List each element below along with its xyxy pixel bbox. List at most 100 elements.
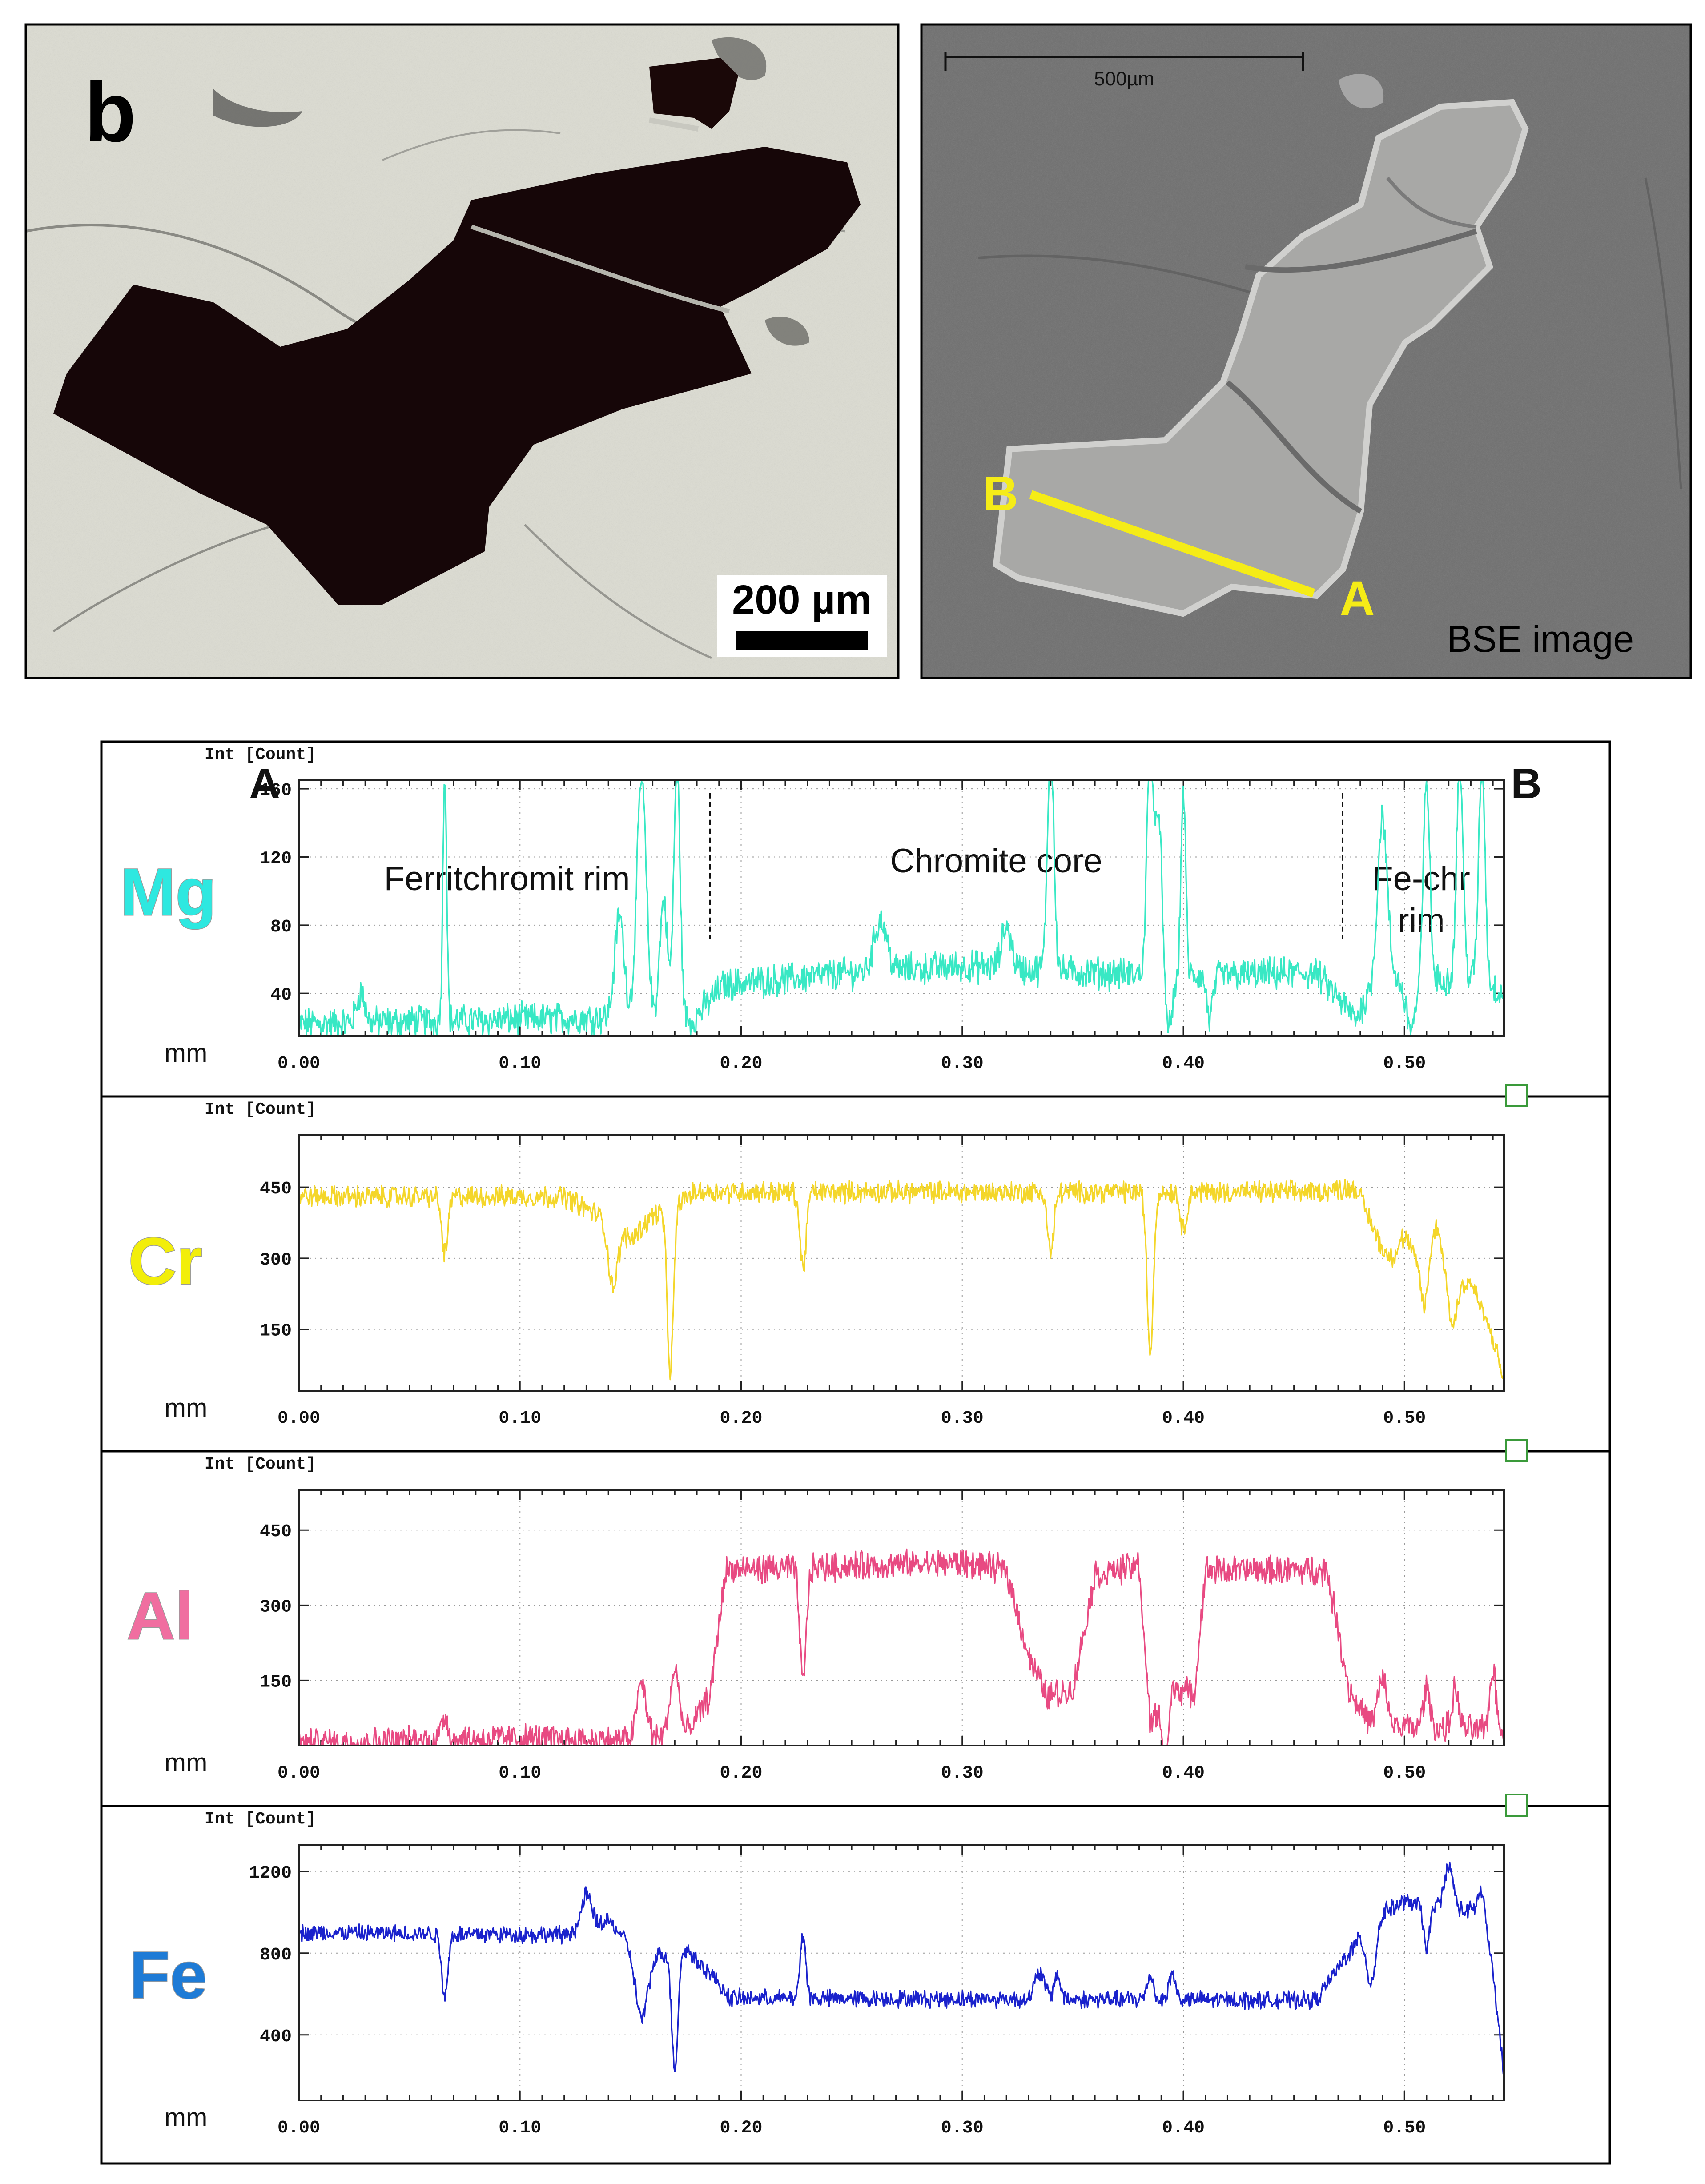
bse-crack [1245,229,1477,273]
bse-chromite-grain [993,99,1529,617]
photo-crack-through-grain [470,225,730,313]
scale-bar [736,631,868,650]
plot-area-cr: 150 300 450 0.00 0.10 0.20 0.30 0.40 0.50 [260,1134,1505,1429]
axes-box [298,1134,1505,1392]
element-label-cr: Cr [129,1224,203,1298]
x-tick-label: 0.20 [720,1763,762,1783]
plot-area-al: 150 300 450 0.00 0.10 0.20 0.30 0.40 0.50 [260,1489,1505,1783]
x-tick-label: 0.40 [1162,1763,1205,1783]
axes-box [298,1489,1505,1746]
x-tick-label: 0.30 [941,1054,984,1074]
chromite-grain-main [53,147,861,605]
bse-scale-label: 500µm [1094,68,1154,90]
photo-fracture [382,129,561,161]
bse-small-grain [1339,74,1384,108]
x-tick-label: 0.40 [1162,2118,1205,2138]
x-axis-unit-label: mm [165,1393,208,1422]
x-tick-label: 0.10 [499,1409,541,1429]
y-tick-label: 1200 [249,1863,292,1883]
bse-caption: BSE image [1447,618,1634,660]
photo-fracture [524,524,712,659]
y-axis-unit-label: Int [Count] [205,1455,316,1474]
x-tick-label: 0.50 [1383,1409,1426,1429]
element-label-mg: Mg [120,855,217,929]
photomicrograph-panel: b 200 µm [24,23,900,679]
bse-panel: 500µm B A BSE image [920,23,1692,679]
scale-bar-label: 200 µm [732,577,872,622]
region-label-ferritchromit-rim: Ferritchromit rim [384,860,630,898]
y-axis-unit-label: Int [Count] [205,745,316,764]
y-tick-label: 40 [270,985,292,1005]
chart-frame-cr [100,1095,1611,1453]
x-tick-label: 0.10 [499,1763,541,1783]
x-tick-label: 0.30 [941,1763,984,1783]
chart-frame-mg [100,740,1611,1098]
photo-crack-through-grain [648,117,699,132]
x-tick-label: 0.50 [1383,1763,1426,1783]
panel-letter: b [84,65,136,160]
photo-inclusion [213,89,302,127]
bse-frame [920,23,1692,679]
bse-fracture [1644,177,1682,490]
y-tick-label: 300 [260,1250,292,1270]
y-tick-label: 120 [260,849,292,869]
chart-cr: Int [Count] mm Cr [128,1100,316,1422]
y-tick-label: 80 [270,917,292,937]
photo-inclusion [712,37,767,80]
y-tick-label: 400 [260,2027,292,2047]
photo-inclusion [765,317,809,346]
y-tick-label: 150 [260,1672,292,1692]
series-line-al [298,1548,1504,1746]
x-axis-unit-label: mm [165,1039,208,1068]
x-axis-unit-label: mm [165,1748,208,1777]
x-tick-label: 0.00 [277,2118,320,2138]
x-tick-label: 0.20 [720,2118,762,2138]
bse-fracture [978,254,1255,295]
resize-handle[interactable] [1505,1084,1528,1107]
region-label-chromite-core: Chromite core [890,842,1102,880]
bse-crack [1226,380,1363,514]
element-label-fe: Fe [129,1938,207,2012]
y-tick-label: 160 [260,781,292,801]
x-tick-label: 0.50 [1383,2118,1426,2138]
y-tick-label: 800 [260,1945,292,1965]
photo-frame [24,23,900,679]
chart-frame-fe [100,1805,1611,2165]
element-label-al: Al [127,1578,193,1653]
axes-box [298,779,1505,1037]
chromite-grain-upper [649,58,738,129]
chart-al: Int [Count] mm Al [126,1455,316,1777]
chart-frame-al [100,1450,1611,1807]
y-axis-unit-label: Int [Count] [205,1100,316,1119]
profile-line [1029,490,1315,598]
y-tick-label: 450 [260,1522,292,1542]
resize-handle[interactable] [1505,1794,1528,1817]
x-tick-label: 0.30 [941,2118,984,2138]
series-line-fe [298,1861,1505,2076]
x-tick-label: 0.00 [277,1054,320,1074]
series-line-mg [298,779,1505,1037]
profile-point-b: B [983,466,1018,521]
resize-handle[interactable] [1505,1439,1528,1462]
chart-mg: Int [Count] mm Mg A B Ferritchromit rim … [119,745,1541,1068]
x-tick-label: 0.20 [720,1409,762,1429]
y-axis-unit-label: Int [Count] [205,1810,316,1829]
plot-area-mg: 40 80 120 160 0.00 0.10 0.20 0.30 0.40 0.50 [260,779,1505,1074]
x-tick-label: 0.30 [941,1409,984,1429]
x-tick-label: 0.50 [1383,1054,1426,1074]
y-tick-label: 150 [260,1321,292,1341]
x-tick-label: 0.10 [499,1054,541,1074]
x-tick-label: 0.10 [499,2118,541,2138]
x-tick-label: 0.40 [1162,1054,1205,1074]
series-line-cr [298,1179,1505,1385]
x-axis-unit-label: mm [165,2103,208,2132]
x-tick-label: 0.00 [277,1763,320,1783]
x-tick-label: 0.40 [1162,1409,1205,1429]
x-tick-label: 0.20 [720,1054,762,1074]
y-tick-label: 300 [260,1597,292,1617]
bse-crack [1386,177,1477,229]
endpoint-label-b: B [1511,760,1541,807]
x-tick-label: 0.00 [277,1409,320,1429]
plot-area-fe: 400 800 1200 0.00 0.10 0.20 0.30 0.40 0.50 [249,1844,1505,2138]
